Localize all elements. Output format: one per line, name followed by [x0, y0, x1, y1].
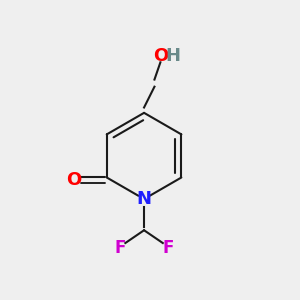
Text: F: F	[115, 239, 126, 257]
Text: F: F	[162, 239, 173, 257]
Text: H: H	[165, 47, 180, 65]
Text: O: O	[153, 47, 168, 65]
Text: N: N	[136, 190, 152, 208]
Text: O: O	[66, 172, 81, 190]
